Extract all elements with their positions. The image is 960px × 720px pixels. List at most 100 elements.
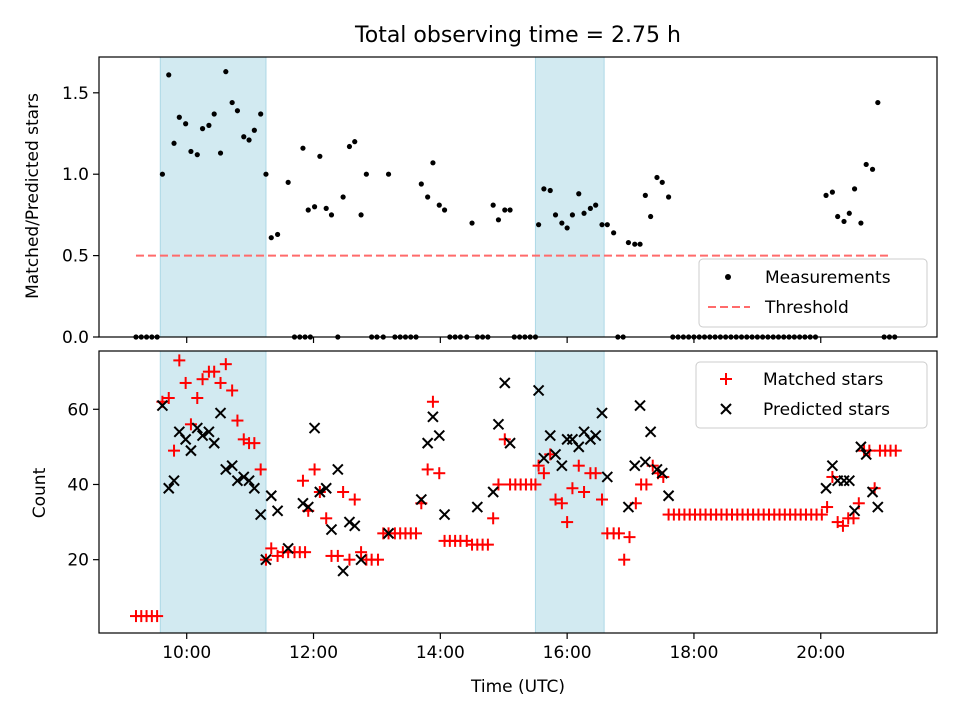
matched-point-31 bbox=[296, 474, 309, 487]
predicted-point-73 bbox=[866, 486, 879, 498]
measurement-point-131 bbox=[851, 186, 858, 192]
matched-point-18 bbox=[231, 414, 244, 427]
matched-point-41 bbox=[355, 546, 368, 559]
predicted-point-17 bbox=[254, 508, 267, 521]
matched-point-64 bbox=[481, 538, 494, 551]
measurement-point-80 bbox=[569, 212, 576, 218]
predicted-point-60 bbox=[639, 456, 652, 468]
measurement-point-67 bbox=[502, 207, 508, 213]
top-panel: 0.0 0.5 1.0 1.5 bbox=[62, 56, 938, 348]
predicted-point-74 bbox=[872, 501, 884, 513]
measurement-point-76 bbox=[547, 187, 553, 194]
matched-point-85 bbox=[596, 493, 609, 506]
predicted-point-72 bbox=[860, 448, 872, 461]
matched-point-66 bbox=[492, 478, 505, 491]
matched-point-37 bbox=[331, 549, 344, 562]
measurement-point-16 bbox=[223, 69, 229, 75]
predicted-point-32 bbox=[355, 553, 367, 566]
predicted-point-38 bbox=[438, 508, 451, 521]
predicted-point-9 bbox=[208, 437, 220, 449]
matched-point-88 bbox=[612, 527, 625, 540]
y-tick-label-3: 1.5 bbox=[62, 84, 89, 104]
measurement-point-31 bbox=[300, 145, 306, 151]
bottom-y-axis-label: Count bbox=[30, 467, 50, 518]
predicted-point-27 bbox=[325, 523, 338, 536]
predicted-point-69 bbox=[843, 475, 855, 487]
matched-point-126 bbox=[815, 508, 828, 521]
matched-point-14 bbox=[208, 365, 221, 378]
predicted-point-33 bbox=[382, 527, 395, 540]
measurement-point-65 bbox=[490, 202, 496, 208]
measurement-point-15 bbox=[217, 150, 224, 156]
predicted-point-61 bbox=[644, 426, 657, 438]
predicted-point-51 bbox=[573, 441, 585, 453]
matched-point-67 bbox=[498, 433, 511, 446]
predicted-point-36 bbox=[427, 411, 439, 423]
matched-point-128 bbox=[826, 470, 839, 483]
measurement-point-86 bbox=[604, 222, 610, 228]
y-tick-label-1: 0.5 bbox=[62, 247, 89, 267]
matched-point-7 bbox=[168, 444, 181, 457]
predicted-point-0 bbox=[156, 399, 169, 412]
predicted-point-14 bbox=[238, 471, 250, 483]
matched-point-24 bbox=[265, 542, 278, 555]
highlight-span-0 bbox=[159, 56, 267, 338]
measurement-point-94 bbox=[648, 213, 654, 220]
predicted-point-13 bbox=[231, 475, 244, 487]
legend-predicted-label: Predicted stars bbox=[763, 400, 890, 420]
matched-point-140 bbox=[889, 444, 902, 457]
measurement-point-85 bbox=[599, 222, 605, 228]
measurement-point-24 bbox=[268, 235, 274, 241]
top-y-axis-label: Matched/Predicted stars bbox=[23, 93, 43, 299]
matched-point-89 bbox=[618, 553, 631, 566]
measurement-point-32 bbox=[305, 207, 311, 213]
matched-point-4 bbox=[151, 610, 164, 623]
measurement-point-52 bbox=[418, 181, 424, 187]
matched-point-93 bbox=[640, 478, 653, 491]
measurement-point-90 bbox=[625, 239, 632, 246]
measurement-point-14 bbox=[211, 111, 217, 117]
matched-point-55 bbox=[433, 467, 446, 480]
matched-point-81 bbox=[572, 459, 585, 472]
matched-point-73 bbox=[529, 478, 542, 491]
y-tick-label-2: 1.0 bbox=[62, 165, 89, 185]
predicted-point-5 bbox=[185, 444, 197, 457]
predicted-point-55 bbox=[596, 407, 608, 419]
measurement-point-91 bbox=[632, 241, 638, 247]
measurement-point-66 bbox=[495, 217, 502, 223]
measurement-point-42 bbox=[363, 171, 369, 177]
measurement-point-46 bbox=[385, 171, 392, 177]
matched-point-51 bbox=[410, 527, 423, 540]
measurement-point-134 bbox=[869, 166, 876, 172]
measurement-point-81 bbox=[576, 191, 582, 197]
measurement-point-25 bbox=[274, 231, 281, 238]
measurement-point-75 bbox=[541, 186, 547, 192]
matched-point-15 bbox=[214, 376, 227, 389]
matched-point-127 bbox=[821, 501, 834, 514]
predicted-point-12 bbox=[226, 459, 238, 472]
measurement-point-68 bbox=[507, 207, 513, 213]
measurement-point-79 bbox=[564, 225, 570, 231]
predicted-point-11 bbox=[220, 463, 232, 476]
matched-point-39 bbox=[343, 553, 356, 566]
measurement-point-93 bbox=[642, 192, 648, 198]
matched-point-44 bbox=[371, 553, 384, 566]
measurement-point-129 bbox=[841, 218, 847, 225]
legend-matched-marker bbox=[720, 373, 732, 385]
predicted-point-18 bbox=[260, 553, 272, 566]
matched-point-130 bbox=[836, 519, 849, 532]
predicted-point-48 bbox=[556, 459, 568, 472]
measurement-point-13 bbox=[206, 122, 212, 128]
predicted-point-54 bbox=[589, 429, 602, 442]
chart-title: Total observing time = 2.75 h bbox=[354, 23, 681, 48]
predicted-point-1 bbox=[163, 482, 175, 494]
matched-point-21 bbox=[248, 437, 261, 450]
measurement-point-10 bbox=[188, 148, 194, 155]
measurement-point-82 bbox=[581, 210, 587, 216]
legend-threshold-label: Threshold bbox=[764, 298, 849, 318]
y-tick-label-2: 60 bbox=[67, 400, 89, 420]
highlight-span-1 bbox=[534, 56, 605, 338]
measurement-point-22 bbox=[258, 111, 264, 117]
measurement-point-20 bbox=[246, 137, 252, 143]
